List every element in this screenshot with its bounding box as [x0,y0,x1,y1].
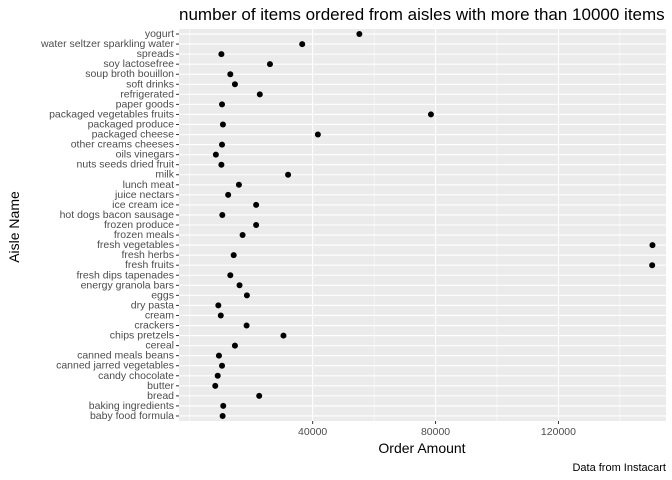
y-tick-label: butter [147,380,174,392]
data-point [356,31,363,38]
data-point [212,151,219,158]
data-point [215,302,222,309]
y-tick-label: canned meals beans [77,350,174,362]
y-tick-label: ice cream ice [112,199,174,211]
y-tick-label: fresh fruits [125,259,174,271]
y-tick-label: refrigerated [120,88,174,100]
data-point [219,412,226,419]
y-tick-label: spreads [137,48,174,60]
x-tick-label: 40000 [298,426,327,438]
x-axis-title: Order Amount [378,440,465,456]
data-point [231,81,238,88]
data-point [314,131,321,138]
data-point [253,201,260,208]
data-point [253,222,260,228]
y-axis-ticks [176,33,179,417]
y-tick-label: milk [155,169,174,181]
data-point [235,181,242,188]
data-point [225,191,232,198]
data-point [219,121,226,128]
data-point [266,61,273,68]
data-point [256,392,263,399]
chart-caption: Data from Instacart [572,462,666,474]
y-tick-label: cream [145,309,174,321]
data-point [280,332,287,339]
y-tick-label: fresh vegetables [97,239,174,251]
y-tick-label: yogurt [145,28,174,40]
y-tick-label: oils vinegars [116,149,174,161]
x-axis-tick-labels: 40000 80000 120000 [298,426,576,438]
y-tick-label: baking ingredients [89,400,174,412]
x-tick-label: 120000 [541,426,576,438]
y-tick-label: bread [147,390,174,402]
y-tick-label: paper goods [116,98,174,110]
y-tick-label: packaged cheese [92,129,174,141]
x-axis-ticks [312,421,559,424]
y-tick-label: fresh dips tapenades [77,269,174,281]
y-tick-label: baby food formula [90,410,174,422]
data-point [215,352,222,359]
y-tick-label: juice nectars [114,189,174,201]
y-tick-label: soy lactosefree [103,58,174,70]
y-tick-label: water seltzer sparkling water [40,38,175,50]
y-tick-label: crackers [134,320,174,332]
data-point [231,342,238,349]
data-point [219,101,226,108]
data-point [227,71,234,78]
data-point [220,402,227,409]
data-point [227,272,234,279]
y-tick-label: chips pretzels [110,330,174,342]
data-point [219,362,226,369]
data-point [212,382,219,389]
data-point [230,252,237,259]
y-tick-label: lunch meat [123,179,174,191]
y-tick-label: packaged vegetables fruits [49,108,174,120]
y-tick-label: soup broth bouillon [85,68,174,80]
y-tick-label: candy chocolate [98,370,174,382]
data-point [236,282,243,289]
y-tick-label: packaged produce [88,118,175,130]
data-point [427,111,434,118]
y-tick-label: other creams cheeses [71,139,174,151]
y-tick-label: cereal [145,340,174,352]
data-point [219,141,226,148]
data-point [256,91,263,98]
y-tick-label: eggs [151,289,174,301]
data-point [218,51,225,58]
y-axis-title: Aisle Name [6,191,22,263]
x-tick-label: 80000 [421,426,450,438]
data-point [239,232,246,239]
data-point [214,372,221,379]
data-point [243,322,250,329]
y-tick-label: canned jarred vegetables [56,360,174,372]
data-point [218,161,225,168]
data-point [649,262,656,269]
gridlines [179,29,666,421]
data-point [649,242,656,249]
data-point [285,171,292,178]
y-tick-label: fresh herbs [121,249,174,261]
y-tick-label: dry pasta [131,299,174,311]
y-tick-label: soft drinks [126,78,174,90]
data-point [219,211,226,218]
y-tick-label: hot dogs bacon sausage [60,209,175,221]
data-point [217,312,224,319]
data-point [299,41,306,48]
plot-title: number of items ordered from aisles with… [179,5,665,24]
y-tick-label: frozen produce [104,219,174,231]
data-point [243,292,250,299]
y-tick-label: nuts seeds dried fruit [77,159,175,171]
y-tick-label: energy granola bars [81,279,174,291]
data-points [212,31,656,419]
y-tick-label: frozen meals [114,229,174,241]
